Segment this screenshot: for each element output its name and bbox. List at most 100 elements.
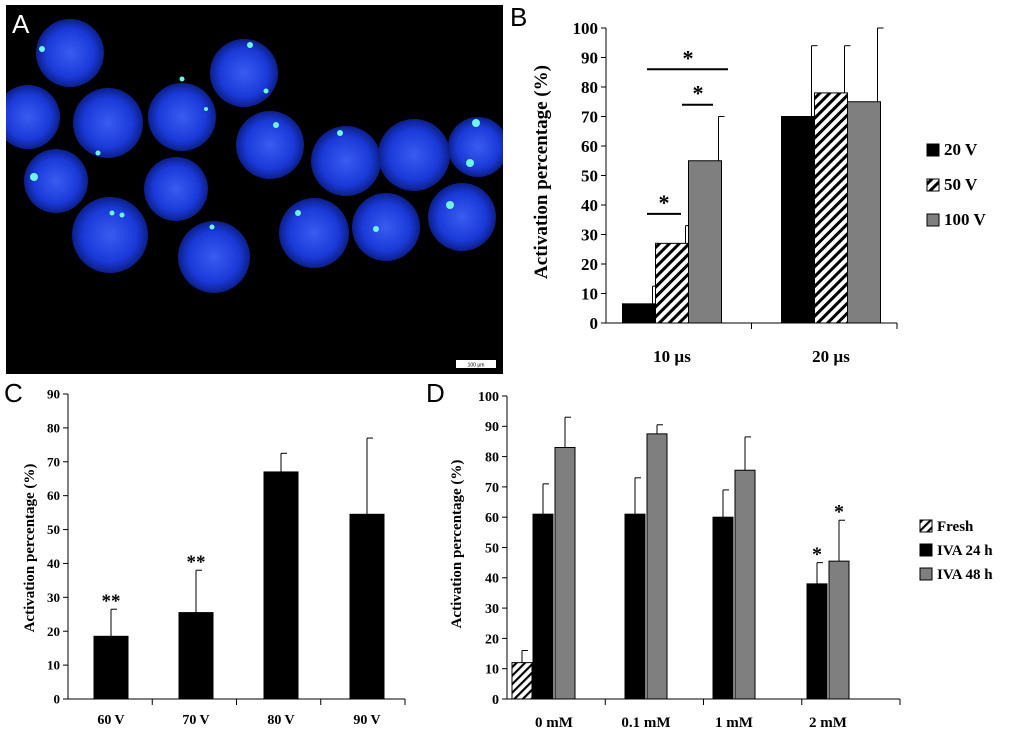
x-tick-label: 70 V [182,713,209,728]
bar [781,116,815,324]
legend-swatch [919,519,933,533]
bar [263,471,299,700]
panel-a-letter: A [12,9,30,39]
y-tick-label: 20 [485,632,499,647]
bar [532,513,554,700]
bar [178,612,214,700]
y-tick-label: 0 [590,314,599,333]
bar [511,662,533,700]
panel-a-micrograph: 100 µm A [6,5,503,374]
y-tick-label: 70 [581,107,598,126]
y-tick-label: 10 [485,663,499,678]
bar [93,635,129,700]
legend-label: Fresh [937,519,974,535]
y-tick-label: 10 [47,658,60,673]
legend-swatch [926,213,940,227]
y-tick-label: 90 [47,387,60,402]
bar [646,433,668,700]
legend-swatch [926,178,940,192]
chart-b-ylabel: Activation percentage (%) [531,65,552,279]
bar [828,560,850,700]
x-tick-label: 60 V [97,713,124,728]
significance-star: * [693,81,704,106]
y-tick-label: 40 [581,196,598,215]
y-tick-label: 90 [581,48,598,67]
y-tick-label: 40 [485,572,499,587]
legend-label: 100 V [944,210,986,229]
scale-bar [456,360,496,368]
legend-swatch [919,567,933,581]
x-tick-label: 80 V [267,713,294,728]
x-tick-label: 2 mM [809,715,847,731]
legend-swatch [919,543,933,557]
y-tick-label: 30 [485,602,499,617]
y-tick-label: 40 [47,556,60,571]
y-tick-label: 10 [581,284,598,303]
chart-d-legend: Fresh IVA 24 h IVA 48 h [919,519,993,583]
fluorescent-spots [30,42,480,232]
panel-d-letter: D [426,378,445,408]
bar [814,92,848,324]
bar [554,447,576,700]
y-tick-label: 80 [581,78,598,97]
y-tick-label: 50 [581,166,598,185]
bar [688,160,722,324]
y-tick-label: 70 [47,454,60,469]
significance-star: ** [187,552,206,573]
chart-d-ylabel: Activation percentage (%) [449,460,465,629]
significance-star: ** [102,591,121,612]
chart-d-marks: 0 10 20 30 40 50 60 70 80 90 100 0 mM 0.1 mM 1 mM 2 mM… [478,390,901,731]
chart-c-ylabel: Activation percentage (%) [22,464,38,633]
y-tick-label: 60 [485,511,499,526]
bar [847,101,881,324]
bar [655,242,689,324]
bar [624,513,646,700]
bar [622,303,656,324]
chart-c: C Activation percentage (%) 0 10 20 30 40 50 6… [4,378,406,728]
bar [349,513,385,700]
y-tick-label: 100 [478,390,499,405]
bar [806,583,828,700]
y-tick-label: 70 [485,481,499,496]
legend-label: IVA 24 h [937,543,993,559]
chart-d: D Activation percentage (%) 0 10 20 30 40 50 6… [426,378,993,731]
significance-star: * [812,544,822,566]
y-tick-label: 80 [47,420,60,435]
y-tick-label: 30 [47,590,60,605]
significance-star: * [659,190,670,215]
y-tick-label: 30 [581,225,598,244]
y-tick-label: 100 [573,19,599,38]
embryo-group [6,19,503,293]
chart-b: B Activation percentage (%) 0 10 20 30 40 50 6… [510,2,986,366]
y-tick-label: 20 [47,624,60,639]
legend-label: 50 V [944,175,978,194]
x-tick-label: 20 µs [812,347,850,366]
y-tick-label: 90 [485,420,499,435]
x-tick-label: 10 µs [653,347,691,366]
y-tick-label: 20 [581,255,598,274]
legend-label: IVA 48 h [937,567,993,583]
significance-star: * [834,501,844,523]
panel-c-letter: C [4,378,23,408]
y-tick-label: 50 [47,522,60,537]
legend-label: 20 V [944,140,978,159]
y-tick-label: 0 [492,693,499,708]
significance-star: * [683,45,694,70]
x-tick-label: 0.1 mM [621,715,670,731]
x-tick-label: 0 mM [535,715,573,731]
y-tick-label: 60 [47,488,60,503]
panel-b-letter: B [510,2,527,32]
x-tick-label: 90 V [353,713,380,728]
chart-c-marks: 0 10 20 30 40 50 60 70 80 90 60 V 70 V 80 V 90 V ** ** [47,387,406,728]
y-tick-label: 80 [485,451,499,466]
x-tick-label: 1 mM [715,715,753,731]
micrograph-image: 100 µm A [6,9,503,369]
chart-b-legend: 20 V 50 V 100 V [926,140,986,229]
bar [712,516,734,700]
chart-b-marks: 0 10 20 30 40 50 60 70 80 90 100 10 µs 20 µs * * * [573,19,898,366]
legend-swatch [926,143,940,157]
y-tick-label: 0 [54,692,61,707]
y-tick-label: 50 [485,541,499,556]
y-tick-label: 60 [581,137,598,156]
scale-bar-label: 100 µm [468,363,485,369]
